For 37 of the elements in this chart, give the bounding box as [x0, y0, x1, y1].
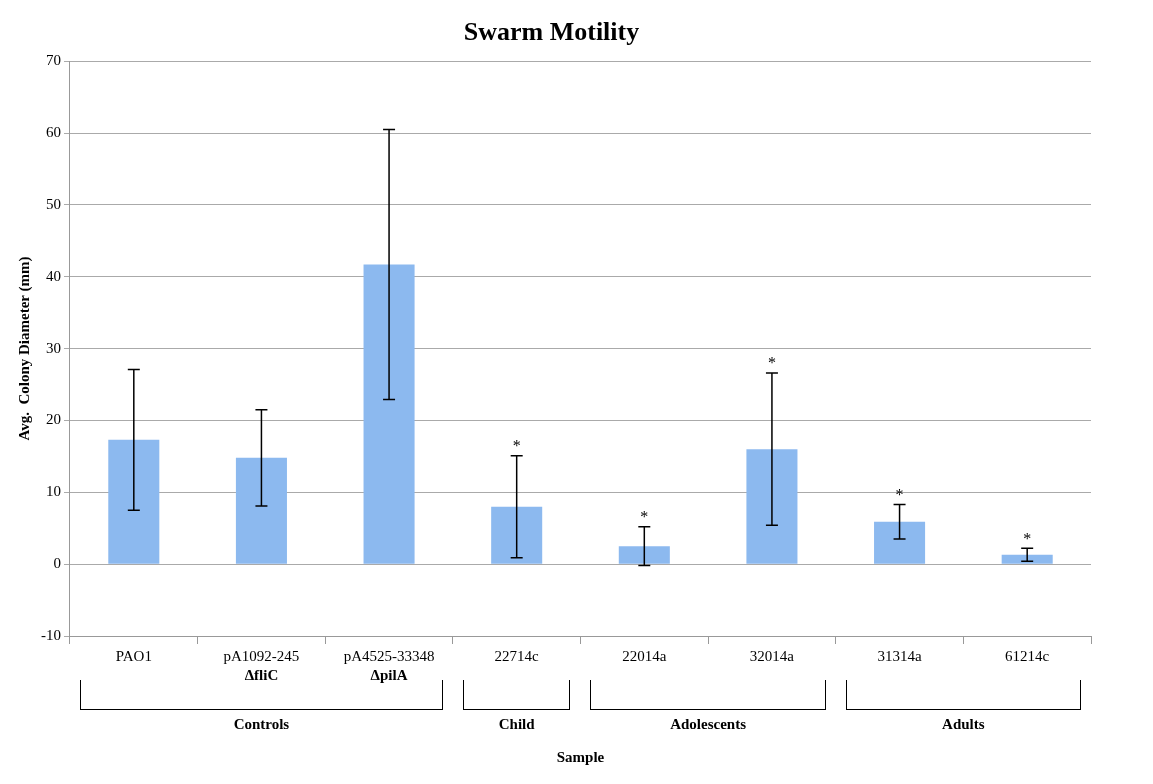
y-tick-label: 40 [46, 267, 61, 284]
y-tick-label: 10 [46, 483, 61, 500]
x-tick-label: 22014a [622, 648, 667, 665]
bar [108, 439, 160, 564]
x-tick-label: pA4525-33348 ΔpilA [343, 648, 435, 684]
x-tick-label: 61214c [1005, 648, 1050, 665]
text: Adolescents [670, 716, 747, 733]
y-tick-label: 0 [53, 555, 61, 572]
text: Adults [942, 716, 985, 733]
bar [363, 264, 415, 564]
x-tick-label: PAO1 [115, 648, 152, 665]
x-tick-label: 32014a [749, 648, 795, 665]
x-tick-label: 22714c [494, 648, 540, 665]
y-tick-label: 70 [46, 52, 61, 69]
annotation: * [640, 507, 649, 525]
annotation: * [512, 436, 521, 454]
bar [491, 506, 543, 564]
bar [618, 546, 670, 564]
text: Controls [233, 716, 290, 733]
text: Child [498, 716, 535, 733]
annotation: * [895, 485, 904, 503]
bar [746, 449, 798, 564]
x-axis-title: Sample [556, 749, 605, 766]
y-tick-label: -10 [41, 626, 61, 643]
annotation: * [1023, 529, 1032, 547]
y-tick-label: 50 [46, 195, 61, 212]
y-tick-label: 30 [46, 339, 61, 356]
bar [235, 457, 287, 564]
x-tick-label: 31314a [877, 648, 922, 665]
annotation: * [767, 354, 776, 372]
y-axis-title: Avg. Colony Diameter (mm) [15, 256, 33, 441]
chart-title: Swarm Motility [463, 17, 640, 47]
bar [1001, 554, 1053, 564]
bar [874, 521, 926, 564]
y-tick-label: 20 [46, 411, 61, 428]
y-tick-label: 60 [46, 123, 61, 140]
x-tick-label: pA1092-245 ΔfliC [223, 648, 300, 684]
